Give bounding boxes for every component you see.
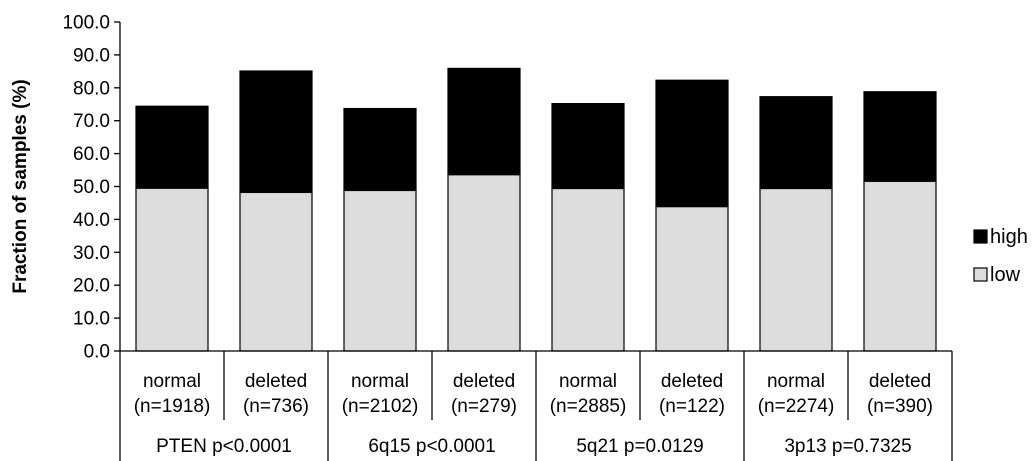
y-tick-label: 0.0: [84, 342, 110, 363]
category-n-label: (n=390): [867, 396, 933, 417]
group-label: PTEN p<0.0001: [156, 436, 292, 457]
group-label: 3p13 p=0.7325: [784, 436, 911, 457]
category-label: deleted: [453, 371, 515, 392]
category-n-label: (n=122): [659, 396, 725, 417]
bar-low: [239, 191, 313, 352]
bar-high: [863, 91, 937, 182]
legend-label-low: low: [990, 264, 1021, 286]
legend-swatch-high: [973, 229, 988, 244]
category-n-label: (n=2885): [550, 396, 627, 417]
y-axis-title-group: Fraction of samples (%): [10, 79, 31, 293]
category-label: normal: [351, 371, 409, 392]
y-tick-label: 60.0: [73, 144, 110, 165]
bar-low: [343, 189, 417, 352]
bar-high: [343, 107, 417, 192]
y-axis-ticks: 0.0 10.0 20.0 30.0 40.0 50.0 60.0 70.0 80.0 90.0 1…: [62, 13, 120, 363]
category-label: normal: [559, 371, 617, 392]
legend-swatch-low: [973, 267, 988, 282]
y-tick-label: 40.0: [73, 210, 110, 231]
y-tick-label: 50.0: [73, 177, 110, 198]
category-label: deleted: [245, 371, 307, 392]
group-labels: PTEN p<0.0001 6q15 p<0.0001 5q21 p=0.0129 3…: [156, 436, 912, 457]
category-n-label: (n=1918): [134, 396, 211, 417]
category-n-label: (n=2102): [342, 396, 419, 417]
y-tick-label: 100.0: [62, 13, 110, 34]
category-n-label: (n=2274): [758, 396, 835, 417]
legend-label-high: high: [990, 226, 1028, 248]
bar-low: [655, 205, 729, 352]
category-label: deleted: [869, 371, 931, 392]
bar-low: [863, 180, 937, 352]
category-labels: normal (n=1918) deleted (n=736) normal (n=210…: [134, 371, 933, 417]
bar-low: [551, 187, 625, 352]
group-label: 6q15 p<0.0001: [368, 436, 495, 457]
bar-low: [447, 174, 521, 352]
group-label: 5q21 p=0.0129: [576, 436, 703, 457]
bar-high: [655, 79, 729, 208]
category-n-label: (n=279): [451, 396, 517, 417]
category-label: deleted: [661, 371, 723, 392]
axes: [119, 22, 953, 461]
bar-low: [759, 187, 833, 352]
bars: [135, 67, 937, 352]
category-n-label: (n=736): [243, 396, 309, 417]
legend: high low: [973, 226, 1028, 286]
bar-high: [135, 105, 209, 189]
category-label: normal: [143, 371, 201, 392]
y-tick-label: 80.0: [73, 78, 110, 99]
category-label: normal: [767, 371, 825, 392]
bar-high: [447, 67, 521, 176]
y-tick-label: 20.0: [73, 276, 110, 297]
bar-high: [551, 102, 625, 190]
y-tick-label: 70.0: [73, 111, 110, 132]
bar-high: [759, 96, 833, 190]
y-tick-label: 30.0: [73, 243, 110, 264]
bar-low: [135, 187, 209, 352]
y-tick-label: 90.0: [73, 45, 110, 66]
y-axis-title: Fraction of samples (%): [10, 79, 31, 293]
bar-high: [239, 70, 313, 194]
y-tick-label: 10.0: [73, 309, 110, 330]
